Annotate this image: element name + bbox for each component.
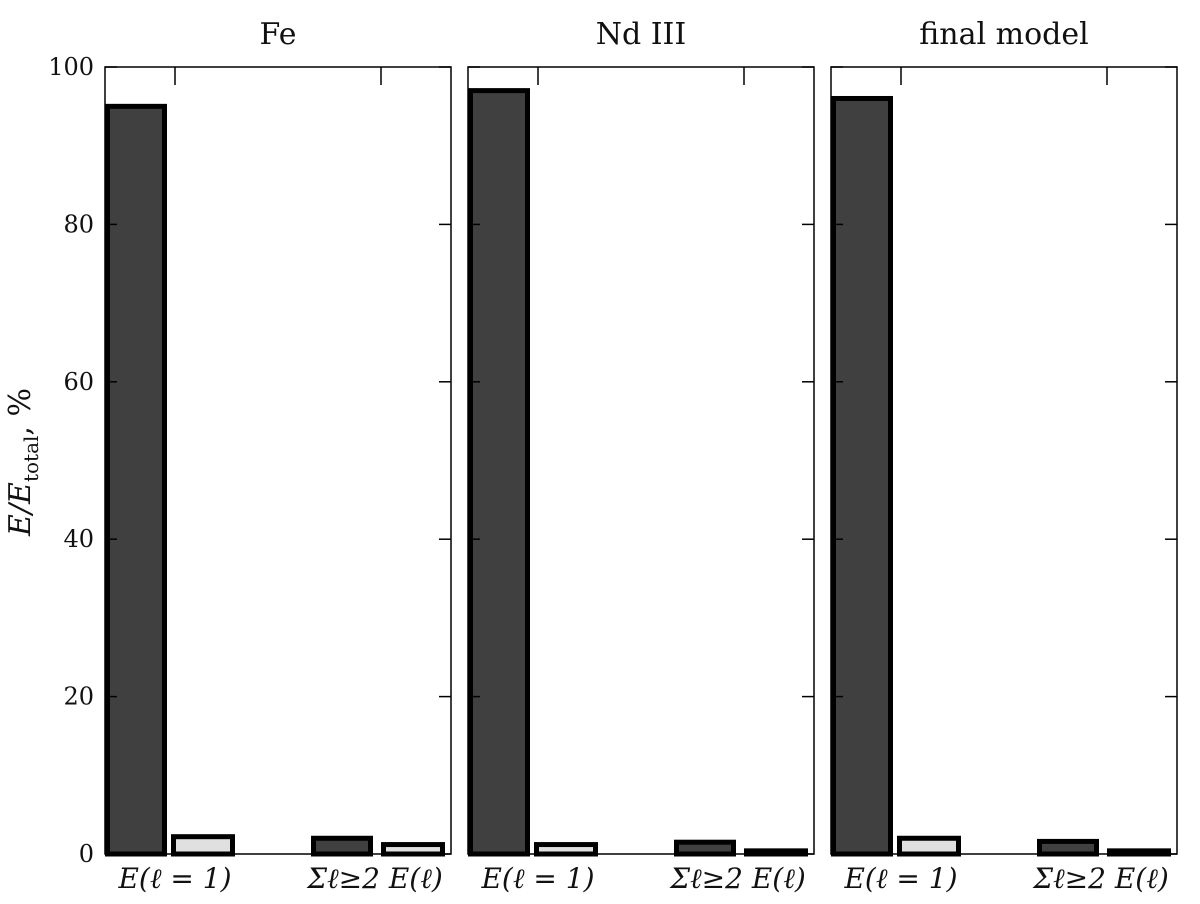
bar-panel2-cat1-series1 (468, 88, 530, 857)
panel-title-2: Nd III (596, 17, 687, 52)
bar-panel3-cat2-series1 (1037, 838, 1099, 857)
bar-panel2-cat2-series1 (674, 839, 736, 857)
bar-panel2-cat1-series2 (534, 842, 598, 857)
bar-panel3-cat1-series1 (831, 95, 893, 857)
ytick-label-40: 40 (63, 525, 94, 553)
bar-panel3-cat1-series2 (897, 835, 961, 857)
panel-frame-3 (830, 66, 1178, 855)
category-label-1-panel-2: E(ℓ = 1) (480, 862, 594, 895)
panel-title-1: Fe (260, 17, 297, 52)
y-axis-label-sub: total (19, 436, 43, 482)
category-label-2-panel-2: Σℓ≥2 E(ℓ) (669, 862, 806, 895)
panel-3: final model E(ℓ = 1) Σℓ≥2 E(ℓ) (830, 17, 1178, 895)
panel-frame-2 (467, 66, 815, 855)
ytick-label-100: 100 (48, 53, 94, 81)
panel-1: Fe E(ℓ = 1) Σℓ≥2 E(ℓ) (104, 17, 452, 895)
y-axis-label-unit: , % (3, 388, 38, 436)
panel-2: Nd III E(ℓ = 1) Σℓ≥2 E(ℓ) (467, 17, 815, 895)
category-label-1-panel-3: E(ℓ = 1) (843, 862, 957, 895)
y-axis-label-e: E/E (3, 482, 38, 537)
ytick-label-80: 80 (63, 210, 94, 238)
bar-panel1-cat2-series1 (311, 835, 373, 857)
y-tick-labels: 0 20 40 60 80 100 (48, 53, 94, 868)
bar-panel1-cat1-series1 (105, 103, 167, 857)
category-label-1-panel-1: E(ℓ = 1) (117, 862, 231, 895)
ytick-label-60: 60 (63, 368, 94, 396)
panel-frame-1 (104, 66, 452, 855)
y-axis-label: E/Etotal, % (3, 388, 43, 537)
category-label-2-panel-3: Σℓ≥2 E(ℓ) (1032, 862, 1169, 895)
bar-panel1-cat2-series2 (381, 842, 445, 857)
bar-panel1-cat1-series2 (171, 834, 235, 857)
category-label-2-panel-1: Σℓ≥2 E(ℓ) (306, 862, 443, 895)
ytick-label-20: 20 (63, 683, 94, 711)
ytick-label-0: 0 (79, 840, 94, 868)
panel-title-3: final model (919, 17, 1088, 52)
